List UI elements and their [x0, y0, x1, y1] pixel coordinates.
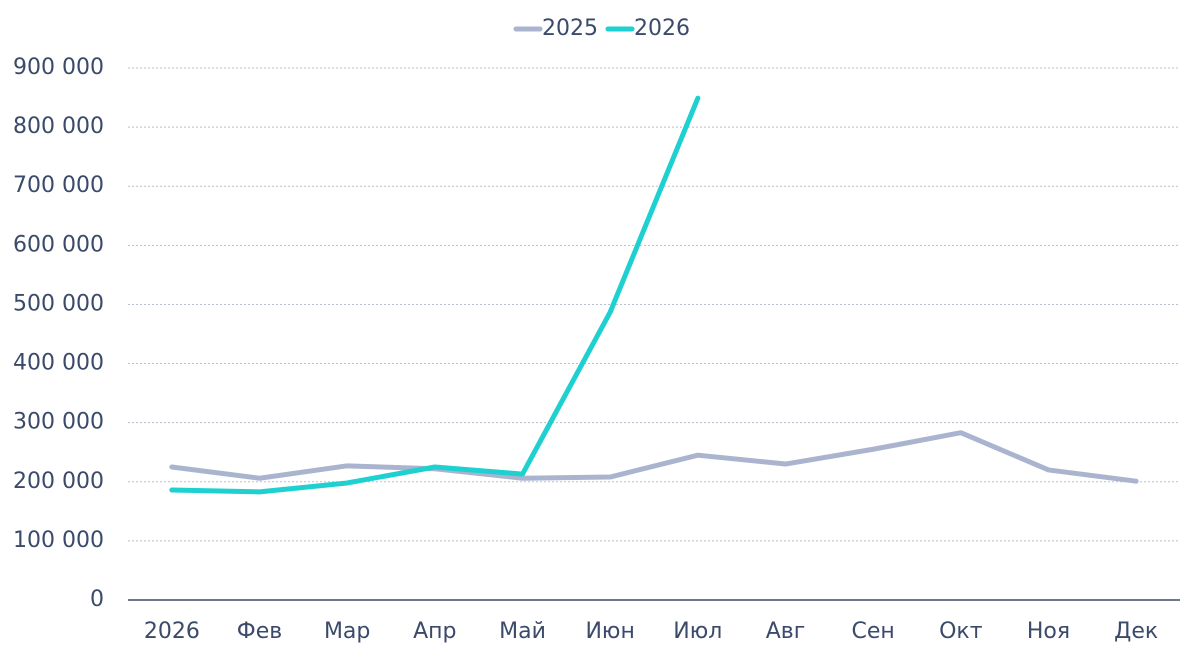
x-tick-label: Дек	[1114, 619, 1158, 644]
x-tick-label: Фев	[237, 619, 282, 644]
y-tick-label: 500 000	[13, 291, 104, 316]
series-line	[169, 430, 1139, 484]
x-tick-label: Апр	[413, 619, 456, 644]
y-tick-label: 0	[90, 587, 104, 612]
y-tick-label: 200 000	[13, 469, 104, 494]
y-tick-label: 100 000	[13, 528, 104, 553]
x-tick-label: Июл	[673, 619, 722, 644]
x-tick-label: Мар	[324, 619, 370, 644]
y-tick-label: 800 000	[13, 114, 104, 139]
y-tick-label: 600 000	[13, 232, 104, 257]
x-tick-label: Окт	[939, 619, 983, 644]
y-tick-label: 400 000	[13, 351, 104, 376]
legend-label: 2025	[542, 16, 598, 41]
y-tick-label: 300 000	[13, 410, 104, 435]
x-tick-label: Сен	[852, 619, 895, 644]
x-tick-label: Июн	[585, 619, 634, 644]
legend-label: 2026	[634, 16, 690, 41]
y-tick-label: 700 000	[13, 173, 104, 198]
x-tick-label: Ноя	[1027, 619, 1070, 644]
x-tick-label: 2026	[144, 619, 200, 644]
x-tick-label: Май	[499, 619, 546, 644]
x-tick-label: Авг	[766, 619, 806, 644]
y-tick-label: 900 000	[13, 55, 104, 80]
series-line	[169, 95, 701, 495]
